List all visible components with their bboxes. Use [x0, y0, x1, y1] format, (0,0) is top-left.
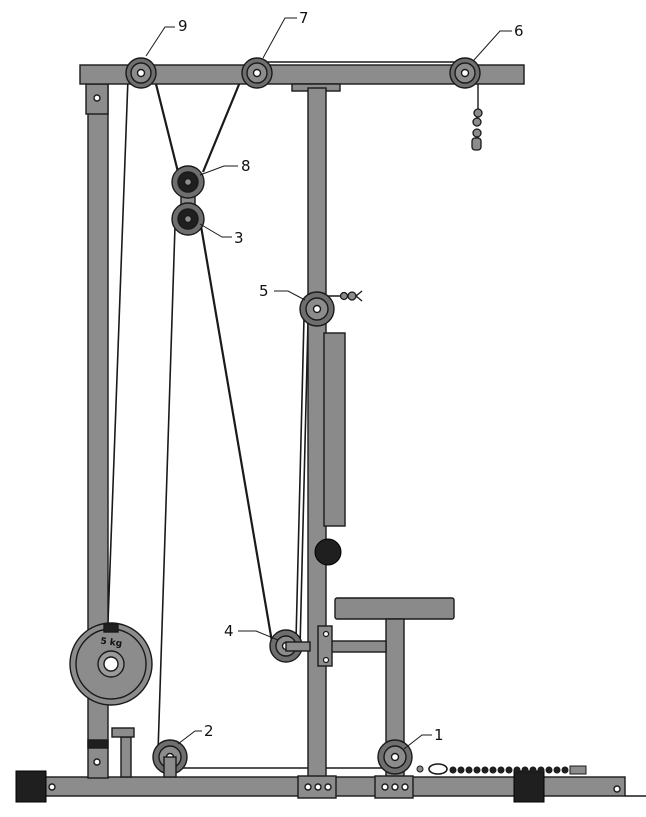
label-pulley-8: 8: [241, 157, 251, 175]
bolt-a: [304, 783, 312, 791]
top-handle-chain: [471, 108, 483, 151]
foot-block-left: [15, 770, 47, 803]
cable-4-to-5a: [295, 317, 305, 641]
frame: [44, 64, 646, 799]
mid-handle: [339, 290, 363, 302]
base-bolt-right: [613, 785, 621, 793]
bolt-d: [381, 783, 389, 791]
leader-5: [274, 290, 306, 301]
leader-lines: [145, 17, 512, 750]
seat-pad: [334, 597, 455, 620]
foot-block-right: [513, 770, 545, 803]
cable-4-to-5b: [299, 321, 309, 649]
leg-roller-knob: [314, 538, 342, 566]
bolt-e: [391, 783, 399, 791]
pulley-9: [125, 57, 157, 89]
seat-arm: [325, 640, 387, 653]
pulleys: [125, 57, 481, 778]
low-chain: [416, 763, 587, 775]
left-upright-lower-band: [87, 739, 109, 749]
cable-7-to-8: [201, 81, 242, 173]
bolt-b: [314, 783, 322, 791]
label-pulley-4: 4: [224, 622, 234, 640]
label-pulley-2: 2: [204, 722, 214, 740]
left-upright-foot-bolt: [93, 758, 101, 766]
pulley-5: [299, 291, 335, 327]
leader-8: [199, 165, 238, 176]
plate-post-cap: [111, 727, 135, 738]
bolt-c: [324, 783, 332, 791]
label-pulley-9: 9: [178, 17, 188, 35]
cable-3-to-2: [157, 225, 176, 753]
pulley-4: [269, 629, 311, 663]
label-pulley-3: 3: [234, 229, 244, 247]
weight-plate-sleeve: [103, 623, 119, 633]
label-pulley-5: 5: [259, 282, 269, 300]
label-pulley-6: 6: [514, 22, 524, 40]
cables: [107, 61, 479, 769]
leader-1: [403, 734, 432, 750]
pulley-3: [171, 202, 205, 236]
base-bolt-left: [48, 783, 56, 791]
leader-7: [262, 17, 297, 59]
upright-bracket-bolts: [322, 630, 330, 664]
back-pad: [323, 332, 346, 527]
pulley-6: [449, 57, 481, 89]
leader-3: [199, 223, 232, 238]
seat-arm-clamp: [317, 625, 333, 667]
label-pulley-7: 7: [299, 9, 309, 27]
cable-9-to-plate: [107, 77, 129, 623]
pulley-1: [377, 739, 413, 775]
cable-3-to-4: [199, 225, 274, 643]
leader-9: [145, 26, 175, 57]
weight-plate-hole: [103, 656, 119, 672]
plate-post: [120, 736, 132, 778]
label-pulley-1: 1: [434, 726, 444, 744]
weight-plate: [69, 622, 153, 706]
leader-4: [238, 630, 279, 641]
pulley-2: [152, 739, 188, 778]
center-upright: [307, 87, 327, 779]
left-upright-bolt: [93, 94, 101, 102]
leader-2: [177, 730, 202, 745]
bolt-f: [401, 783, 409, 791]
pulley-7: [241, 57, 273, 89]
weight-plate-label: 5 kg: [100, 637, 123, 650]
pulley-8: [171, 165, 205, 199]
cable-9-to-8: [153, 79, 180, 173]
leader-6: [473, 30, 512, 61]
